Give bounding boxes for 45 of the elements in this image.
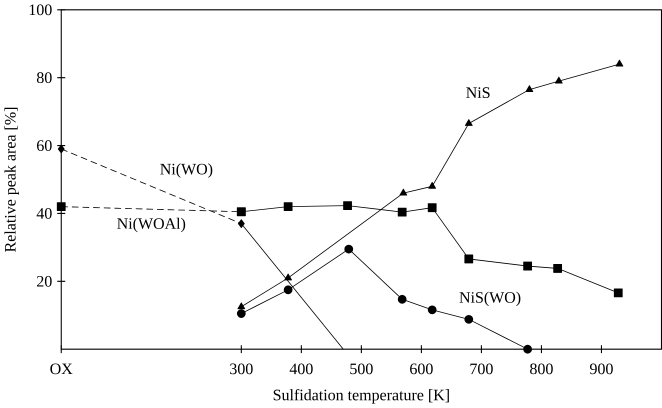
point — [400, 188, 408, 196]
point — [284, 285, 293, 294]
point — [344, 244, 354, 254]
x-tick-label: 800 — [530, 363, 553, 374]
y-tick-label: 100 — [30, 4, 52, 16]
point — [343, 201, 352, 210]
point — [553, 264, 562, 273]
point — [398, 294, 407, 304]
point — [428, 182, 436, 189]
point — [616, 60, 624, 66]
x-tick-label: 900 — [590, 363, 613, 374]
point — [428, 203, 437, 212]
series-label: NiS — [466, 87, 490, 98]
point — [614, 288, 623, 298]
x-tick-label: 400 — [290, 363, 313, 374]
y-tick-label: 80 — [36, 72, 52, 84]
x-axis-title: Sulfidation temperature [K] — [274, 388, 449, 404]
point — [428, 305, 437, 314]
x-tick-label: 600 — [410, 363, 433, 374]
x-tick-label: 500 — [350, 363, 373, 374]
point — [58, 144, 65, 154]
series-label: Ni(WOAl) — [117, 218, 186, 232]
y-axis-title: Relative peak area [%] — [4, 108, 19, 252]
point — [236, 309, 246, 318]
x-tick-label: OX — [50, 363, 72, 374]
point — [523, 344, 532, 354]
series-label: NiS(WO) — [459, 292, 520, 306]
y-tick-label: 60 — [37, 140, 52, 151]
x-tick-label: 700 — [470, 363, 493, 374]
point — [523, 262, 532, 270]
point — [464, 314, 474, 324]
point — [284, 202, 293, 212]
series-label: Ni(WO) — [160, 163, 212, 178]
point — [284, 274, 292, 280]
y-tick-label: 20 — [37, 276, 52, 287]
point — [526, 85, 534, 92]
point — [398, 208, 407, 216]
point — [554, 76, 563, 84]
y-tick-label: 40 — [36, 208, 52, 219]
point — [237, 302, 246, 310]
x-tick-label: 300 — [230, 363, 253, 374]
point — [464, 254, 474, 264]
point — [56, 202, 66, 212]
point — [238, 219, 245, 228]
point — [464, 119, 473, 126]
